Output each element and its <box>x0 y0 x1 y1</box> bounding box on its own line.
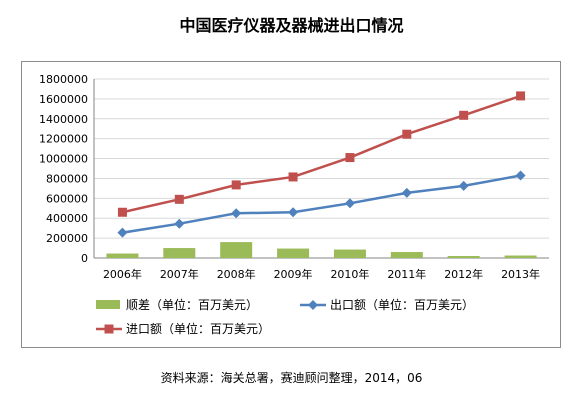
x-tick-label: 2009年 <box>274 267 313 281</box>
series-line-square <box>122 94 521 214</box>
legend-label: 进口额（单位：百万美元） <box>126 321 270 336</box>
bar-6 <box>390 252 423 258</box>
data-point-diamond <box>231 208 242 219</box>
data-point-diamond <box>515 170 526 181</box>
x-tick-label: 2010年 <box>330 267 369 281</box>
y-tick-label: 1000000 <box>39 153 88 166</box>
data-point-diamond <box>344 198 355 209</box>
data-point-square <box>288 172 298 182</box>
source-note: 资料来源：海关总署，赛迪顾问整理，2014，06 <box>160 371 423 385</box>
chart-frame <box>21 61 561 348</box>
legend-swatch-bar <box>96 300 120 309</box>
y-tick-label: 200000 <box>46 232 88 245</box>
legend-marker-square <box>104 324 114 334</box>
bar-1 <box>106 253 139 258</box>
x-tick-label: 2007年 <box>160 267 199 281</box>
data-point-square <box>516 91 526 101</box>
x-tick-label: 2011年 <box>387 267 426 281</box>
y-tick-label: 800000 <box>46 172 88 185</box>
x-tick-label: 2008年 <box>217 267 256 281</box>
data-point-diamond <box>458 180 469 191</box>
data-point-square <box>402 129 412 139</box>
legend-label: 出口额（单位：百万美元） <box>330 297 474 312</box>
bar-4 <box>277 248 310 258</box>
y-tick-label: 1400000 <box>39 113 88 126</box>
legend-marker-diamond <box>308 300 318 310</box>
bar-7 <box>447 256 480 258</box>
x-tick-label: 2012年 <box>444 267 483 281</box>
data-point-square <box>345 153 355 163</box>
y-tick-label: 600000 <box>46 192 88 205</box>
series-line-diamond <box>122 174 521 234</box>
y-tick-label: 0 <box>81 252 88 265</box>
data-point-diamond <box>288 207 299 218</box>
y-tick-label: 1600000 <box>39 93 88 106</box>
data-point-square <box>459 110 469 120</box>
x-tick-label: 2006年 <box>103 267 142 281</box>
y-tick-label: 400000 <box>46 212 88 225</box>
bar-8 <box>504 255 537 258</box>
data-point-diamond <box>174 218 185 229</box>
data-point-square <box>174 194 184 204</box>
y-tick-label: 1200000 <box>39 133 88 146</box>
data-point-diamond <box>117 227 128 238</box>
legend-label: 顺差（单位：百万美元） <box>126 297 258 312</box>
data-point-square <box>231 180 241 190</box>
data-point-square <box>117 207 127 217</box>
data-point-diamond <box>401 187 412 198</box>
bar-2 <box>163 248 196 258</box>
y-tick-label: 1800000 <box>39 73 88 86</box>
bar-5 <box>333 249 366 258</box>
x-tick-label: 2013年 <box>501 267 540 281</box>
bar-3 <box>220 242 253 258</box>
chart-title: 中国医疗仪器及器械进出口情况 <box>179 16 404 35</box>
